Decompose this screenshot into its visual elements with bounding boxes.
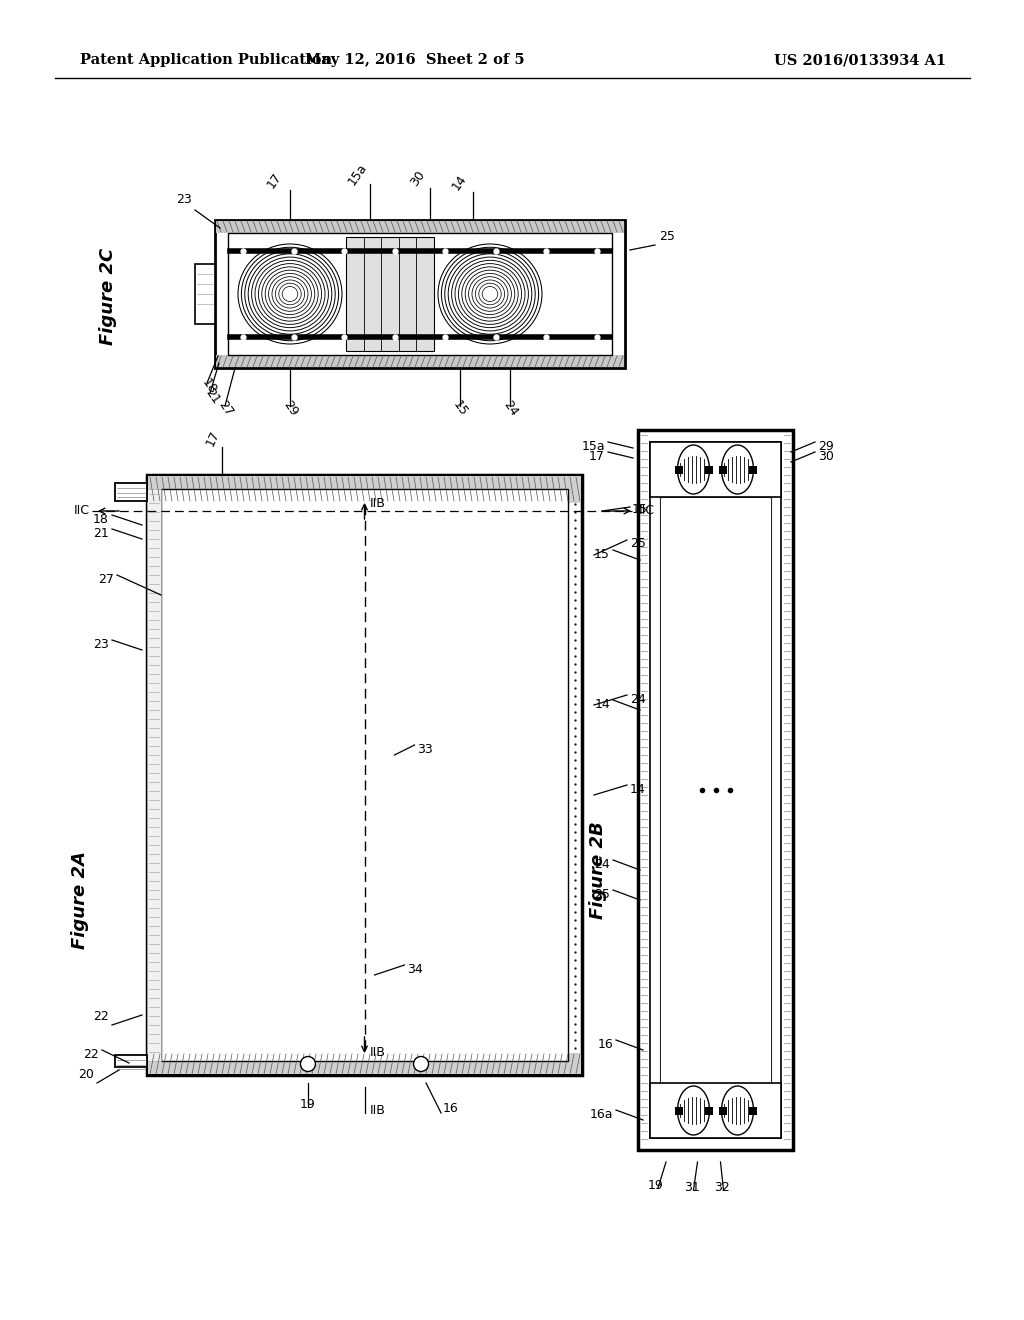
Circle shape [300, 1056, 315, 1072]
Text: Figure 2B: Figure 2B [589, 821, 607, 919]
Text: 19: 19 [300, 1098, 315, 1111]
Text: 18: 18 [200, 376, 219, 396]
Bar [147, 488, 161, 1061]
Bar [147, 475, 582, 1074]
Ellipse shape [678, 1086, 710, 1135]
Text: Figure 2A: Figure 2A [71, 851, 89, 949]
Bar [148, 1053, 581, 1074]
Text: 17: 17 [265, 170, 285, 190]
Text: IIC: IIC [639, 504, 655, 517]
Text: 22: 22 [83, 1048, 99, 1061]
Bar [660, 498, 771, 1082]
Text: 34: 34 [408, 964, 423, 975]
Text: 14: 14 [594, 698, 610, 711]
Bar [650, 1082, 781, 1138]
Text: 23: 23 [176, 193, 193, 206]
Bar [638, 430, 793, 1150]
Text: 25: 25 [594, 888, 610, 902]
Text: 15: 15 [594, 548, 610, 561]
Text: 29: 29 [818, 440, 834, 453]
Text: 30: 30 [408, 168, 428, 189]
Bar [195, 264, 215, 323]
Text: 25: 25 [659, 230, 675, 243]
Text: 27: 27 [98, 573, 114, 586]
Text: 15a: 15a [582, 440, 605, 453]
Bar [719, 466, 726, 474]
Bar [115, 483, 147, 502]
Bar [228, 234, 612, 355]
Text: 17: 17 [589, 450, 605, 463]
Text: IIB: IIB [370, 1045, 385, 1059]
Bar [650, 442, 781, 498]
Bar [675, 466, 683, 474]
Bar [719, 1106, 726, 1114]
Ellipse shape [722, 445, 754, 494]
Text: 31: 31 [684, 1181, 699, 1195]
Text: 21: 21 [93, 527, 109, 540]
Text: IIC: IIC [74, 504, 90, 517]
Text: 16: 16 [443, 1102, 459, 1115]
Text: 33: 33 [418, 743, 433, 756]
Bar [675, 1106, 683, 1114]
Text: 15: 15 [451, 399, 470, 418]
Text: IIB: IIB [370, 1104, 385, 1117]
Text: IIB: IIB [370, 498, 385, 510]
Text: 17: 17 [204, 428, 222, 449]
Ellipse shape [722, 1086, 754, 1135]
Bar [216, 220, 624, 234]
Text: Figure 2C: Figure 2C [99, 247, 117, 345]
Text: 16: 16 [597, 1038, 613, 1051]
Text: 24: 24 [501, 399, 520, 418]
Text: 29: 29 [281, 399, 300, 418]
Text: US 2016/0133934 A1: US 2016/0133934 A1 [774, 53, 946, 67]
Bar [705, 466, 713, 474]
Text: 22: 22 [93, 1010, 109, 1023]
Text: 30: 30 [818, 450, 834, 463]
Text: 18: 18 [93, 513, 109, 525]
Bar [161, 488, 568, 1061]
Bar [660, 451, 771, 1129]
Text: 24: 24 [594, 858, 610, 871]
Bar [215, 220, 625, 368]
Text: 14: 14 [630, 783, 646, 796]
Bar [115, 1055, 147, 1067]
Text: 24: 24 [630, 693, 646, 706]
Bar [749, 1106, 757, 1114]
Text: Patent Application Publication: Patent Application Publication [80, 53, 332, 67]
Text: 21: 21 [203, 385, 222, 407]
Circle shape [414, 1056, 429, 1072]
Bar [216, 355, 624, 367]
Text: 15: 15 [632, 503, 648, 516]
Bar [705, 1106, 713, 1114]
Text: 14: 14 [450, 172, 470, 193]
Ellipse shape [678, 445, 710, 494]
Bar [346, 238, 434, 351]
Bar [650, 442, 781, 1138]
Text: 27: 27 [215, 399, 236, 418]
Text: 16a: 16a [590, 1107, 613, 1121]
Bar [749, 466, 757, 474]
Text: May 12, 2016  Sheet 2 of 5: May 12, 2016 Sheet 2 of 5 [305, 53, 525, 67]
Text: 25: 25 [630, 537, 646, 550]
Text: 19: 19 [648, 1179, 664, 1192]
Text: 20: 20 [78, 1068, 94, 1081]
Text: 23: 23 [93, 638, 109, 651]
Text: 32: 32 [714, 1181, 729, 1195]
Bar [148, 477, 581, 503]
Text: 15a: 15a [345, 161, 370, 187]
